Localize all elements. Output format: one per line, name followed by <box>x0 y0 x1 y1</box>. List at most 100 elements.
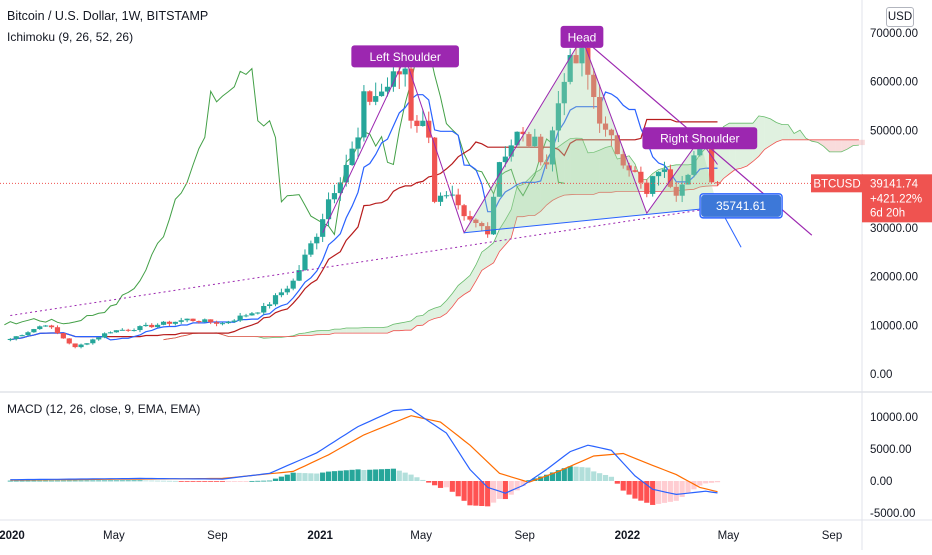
annotation-head: Head <box>561 26 604 48</box>
histogram-bar <box>674 481 679 501</box>
price-change-value: +421.22% <box>870 193 922 205</box>
time-tick-label: May <box>718 530 740 542</box>
histogram-bar <box>78 481 83 482</box>
histogram-bar <box>338 471 343 481</box>
cloud-segment <box>776 123 782 142</box>
histogram-bar <box>355 469 360 481</box>
histogram-bar <box>8 481 13 482</box>
candle-body <box>662 169 667 172</box>
last-price-value: 39141.74 <box>870 178 919 190</box>
histogram-bar <box>14 481 19 482</box>
histogram-bar <box>279 477 284 481</box>
histogram-bar <box>680 481 685 497</box>
histogram-bar <box>161 481 166 482</box>
time-tick-label: 2020 <box>0 530 25 542</box>
candle-body <box>90 339 95 343</box>
candle-body <box>367 91 372 102</box>
cloud-segment <box>452 285 458 306</box>
histogram-bar <box>603 475 608 481</box>
histogram-bar <box>373 469 378 481</box>
histogram-bar <box>126 480 131 481</box>
candle-body <box>155 325 160 327</box>
time-tick-label: 2021 <box>307 530 333 542</box>
histogram-bar <box>302 473 307 481</box>
dotted-support-line <box>10 207 717 315</box>
macd-line <box>10 409 717 494</box>
histogram-bar <box>226 481 231 482</box>
candle-body <box>73 343 78 347</box>
histogram-bar <box>220 481 225 482</box>
candle-body <box>114 330 119 332</box>
candle-body <box>161 322 166 325</box>
candle-body <box>379 92 384 97</box>
histogram-bar <box>479 481 484 506</box>
histogram-bar <box>108 480 113 481</box>
histogram-bar <box>350 470 355 481</box>
histogram-bar <box>96 480 101 481</box>
candle-body <box>261 306 266 313</box>
histogram-bar <box>361 470 366 481</box>
cloud-segment <box>470 265 476 291</box>
bar-countdown: 6d 20h <box>870 207 905 219</box>
histogram-bar <box>715 481 720 482</box>
candle-body <box>450 195 455 196</box>
histogram-bar <box>267 481 272 482</box>
candle-body <box>84 343 89 344</box>
histogram-bar <box>179 481 184 482</box>
candle-body <box>143 325 148 326</box>
candle-body <box>20 335 25 336</box>
histogram-bar <box>697 481 702 485</box>
histogram-bar <box>37 481 42 482</box>
histogram-bar <box>55 481 60 482</box>
cloud-segment <box>334 329 340 333</box>
time-tick-label: May <box>410 530 432 542</box>
histogram-bar <box>261 481 266 482</box>
histogram-bar <box>202 481 207 482</box>
candle-body <box>638 172 643 183</box>
macd-legend: MACD (12, 26, close, 9, EMA, EMA) <box>7 402 200 416</box>
candle-body <box>249 313 254 315</box>
candle-body <box>78 345 83 348</box>
cloud-segment <box>853 140 859 146</box>
candle-body <box>267 304 272 306</box>
histogram-bar <box>391 469 396 481</box>
ichimoku-legend: Ichimoku (9, 26, 52, 26) <box>7 30 133 44</box>
histogram-bar <box>43 481 48 482</box>
chikou-span-line <box>4 48 564 325</box>
histogram-bar <box>131 480 136 481</box>
candle-body <box>238 316 243 321</box>
cloud-segment <box>476 252 482 281</box>
price-tick-label: 30000.00 <box>870 223 918 235</box>
candle-body <box>31 329 36 332</box>
macd-tick-label: 0.00 <box>870 476 892 488</box>
histogram-bar <box>249 481 254 482</box>
cloud-segment <box>835 140 841 152</box>
time-tick-label: 2022 <box>615 530 641 542</box>
macd-tick-label: -5000.00 <box>870 508 915 520</box>
time-tick-label: Sep <box>514 530 534 542</box>
candle-body <box>332 193 337 199</box>
histogram-bar <box>196 481 201 482</box>
histogram-bar <box>585 468 590 481</box>
histogram-bar <box>627 481 632 495</box>
histogram-bar <box>573 467 578 481</box>
candle-body <box>8 339 13 340</box>
candle-body <box>25 332 30 335</box>
currency-button[interactable]: USD <box>886 7 914 27</box>
histogram-bar <box>597 473 602 481</box>
candle-body <box>55 327 60 333</box>
histogram-bar <box>155 481 160 482</box>
histogram-bar <box>579 467 584 481</box>
candle-body <box>291 281 296 289</box>
cloud-segment <box>417 315 423 325</box>
cloud-segment <box>782 125 788 140</box>
symbol-badge-label: BTCUSD <box>813 178 860 190</box>
histogram-bar <box>709 481 714 483</box>
histogram-bar <box>61 481 66 482</box>
histogram-bar <box>314 474 319 481</box>
histogram-bar <box>367 470 372 481</box>
histogram-bar <box>84 481 89 482</box>
cloud-segment <box>829 140 835 152</box>
